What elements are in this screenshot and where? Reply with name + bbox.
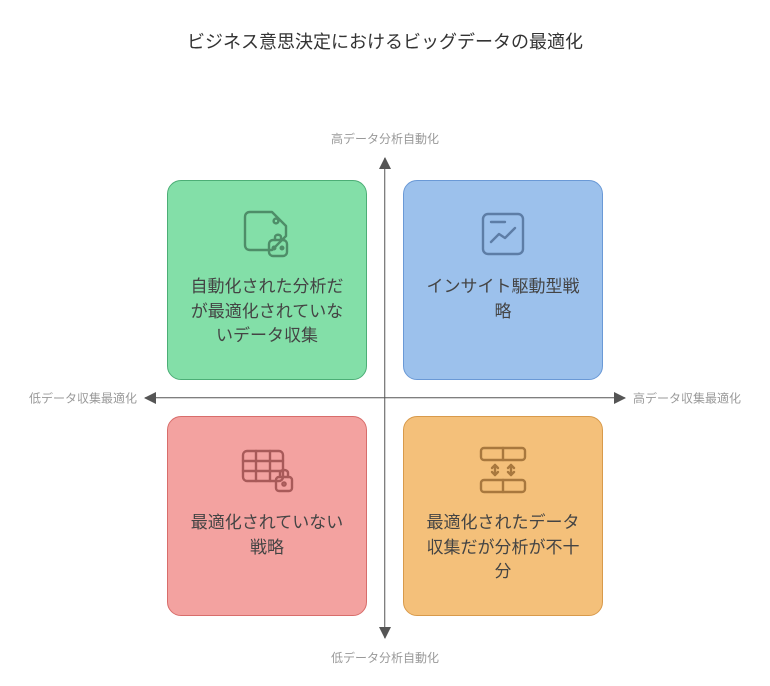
quadrant-top-right: インサイト駆動型戦略: [403, 180, 603, 380]
axis-label-top: 高データ分析自動化: [331, 130, 439, 147]
quadrant-top-right-label: インサイト駆動型戦略: [422, 275, 584, 324]
diagram-title: ビジネス意思決定におけるビッグデータの最適化: [0, 0, 770, 54]
resize-table-icon: [475, 439, 531, 501]
quadrant-bottom-right-label: 最適化されたデータ収集だが分析が不十分: [422, 511, 584, 585]
arrow-right-icon: [614, 392, 626, 404]
quadrant-chart: 高データ分析自動化 低データ分析自動化 低データ収集最適化 高データ収集最適化: [145, 158, 625, 638]
lock-table-icon: [238, 439, 296, 501]
axis-label-left: 低データ収集最適化: [29, 389, 137, 406]
quadrant-bottom-left-label: 最適化されていない戦略: [186, 511, 348, 560]
arrow-down-icon: [379, 627, 391, 639]
quadrant-top-left: 自動化された分析だが最適化されていないデータ収集: [167, 180, 367, 380]
chart-icon: [477, 203, 529, 265]
quadrant-top-left-label: 自動化された分析だが最適化されていないデータ収集: [186, 275, 348, 349]
axis-label-bottom: 低データ分析自動化: [331, 649, 439, 666]
arrow-left-icon: [144, 392, 156, 404]
axis-label-right: 高データ収集最適化: [633, 389, 741, 406]
quadrant-bottom-right: 最適化されたデータ収集だが分析が不十分: [403, 416, 603, 616]
tag-icon: [239, 203, 295, 265]
axis-horizontal: [145, 397, 625, 398]
diagram-container: ビジネス意思決定におけるビッグデータの最適化 高データ分析自動化 低データ分析自…: [0, 0, 770, 686]
quadrant-bottom-left: 最適化されていない戦略: [167, 416, 367, 616]
arrow-up-icon: [379, 157, 391, 169]
